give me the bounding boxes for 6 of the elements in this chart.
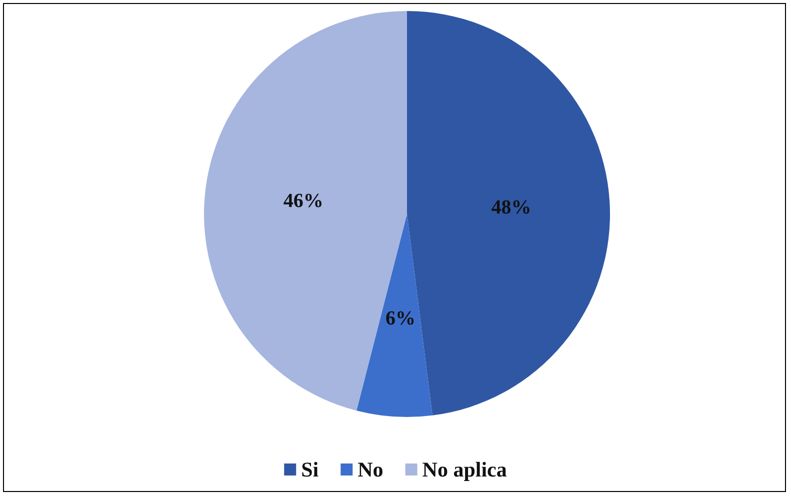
- data-label: 48%: [491, 196, 532, 218]
- data-label: 6%: [385, 307, 416, 330]
- legend-label: No: [358, 458, 384, 482]
- data-label: 46%: [283, 190, 324, 212]
- legend-label: No aplica: [422, 458, 508, 482]
- legend-label: Si: [301, 458, 319, 482]
